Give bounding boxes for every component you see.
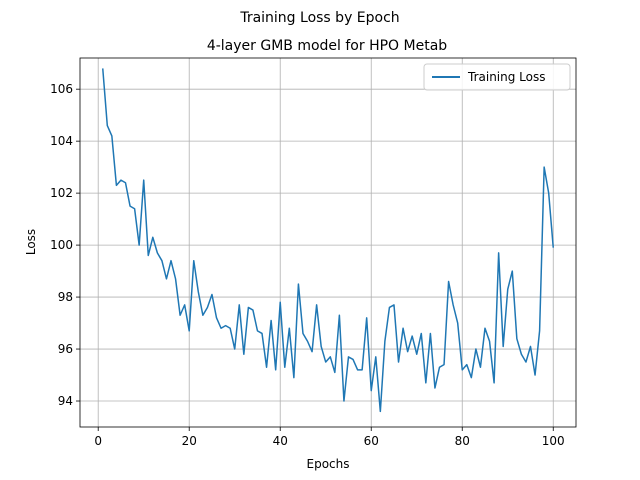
x-tick-label: 100 xyxy=(542,434,565,448)
x-axis-label: Epochs xyxy=(307,457,350,471)
legend: Training Loss xyxy=(423,63,571,91)
series-line-training-loss xyxy=(102,68,554,413)
y-tick-label: 102 xyxy=(50,186,73,200)
chart-suptitle: Training Loss by Epoch xyxy=(239,10,399,26)
x-tick-label: 20 xyxy=(182,434,197,448)
legend-label: Training Loss xyxy=(467,70,545,84)
plot-frame xyxy=(79,57,577,428)
x-tick-label: 0 xyxy=(94,434,102,448)
y-tick-label: 104 xyxy=(50,134,73,148)
x-tick-label: 60 xyxy=(364,434,379,448)
y-tick-label: 106 xyxy=(50,82,73,96)
y-tick-label: 94 xyxy=(58,394,73,408)
ticks: 0 20 40 60 80 100 94 96 98 100 102 104 106 xyxy=(50,82,565,448)
y-tick-label: 98 xyxy=(58,290,73,304)
x-tick-label: 80 xyxy=(455,434,470,448)
legend-box xyxy=(423,63,571,91)
series-layer xyxy=(102,68,554,413)
y-axis-label: Loss xyxy=(24,229,38,255)
chart-title: 4-layer GMB model for HPO Metab xyxy=(207,38,447,54)
y-tick-label: 100 xyxy=(50,238,73,252)
x-tick-label: 40 xyxy=(273,434,288,448)
y-tick-label: 96 xyxy=(58,342,73,356)
